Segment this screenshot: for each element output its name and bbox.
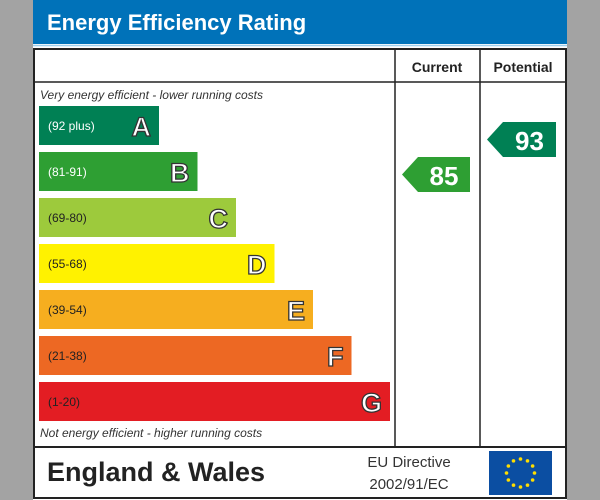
band-f: (21-38) F [39,336,352,375]
band-letter: G [361,388,382,418]
header-title: Energy Efficiency Rating [47,10,306,35]
band-range: (81-91) [48,165,87,179]
bottom-note: Not energy efficient - higher running co… [40,426,262,440]
band-e: (39-54) E [39,290,313,329]
top-note: Very energy efficient - lower running co… [40,88,263,102]
band-range: (55-68) [48,257,87,271]
band-letter: C [209,204,229,234]
band-bar [39,382,390,421]
footer-directive-line1: EU Directive [367,454,450,471]
band-bar [39,152,198,191]
band-bar [39,244,275,283]
band-b: (81-91) B [39,152,198,191]
footer-region: England & Wales [47,457,265,487]
band-letter: A [132,112,152,142]
band-d: (55-68) D [39,244,275,283]
column-header-potential: Potential [493,59,552,75]
current-rating-arrow-value: 85 [430,161,459,191]
band-range: (21-38) [48,349,87,363]
band-range: (92 plus) [48,119,95,133]
band-c: (69-80) C [39,198,236,237]
column-header-current: Current [412,59,463,75]
band-letter: E [287,296,305,326]
band-range: (39-54) [48,303,87,317]
potential-rating-arrow-value: 93 [515,126,544,156]
band-letter: D [247,250,267,280]
eu-flag-icon [489,451,552,495]
potential-rating-arrow: 93 [487,122,556,157]
potential-rating-arrow-shape [487,122,556,157]
band-a: (92 plus) A [39,106,159,145]
epc-panel: Energy Efficiency Rating Current Potenti… [33,0,567,500]
current-rating-arrow: 85 [402,157,470,192]
band-range: (1-20) [48,395,80,409]
header-bar [33,0,567,44]
band-range: (69-80) [48,211,87,225]
energy-rating-chart: Energy Efficiency Rating Current Potenti… [33,0,567,499]
band-bar [39,336,352,375]
band-letter: F [327,342,344,372]
band-bar [39,198,236,237]
band-bar [39,290,313,329]
footer-directive-line2: 2002/91/EC [369,476,448,493]
band-letter: B [170,158,190,188]
band-bar [39,106,159,145]
band-g: (1-20) G [39,382,390,421]
current-rating-arrow-shape [402,157,470,192]
